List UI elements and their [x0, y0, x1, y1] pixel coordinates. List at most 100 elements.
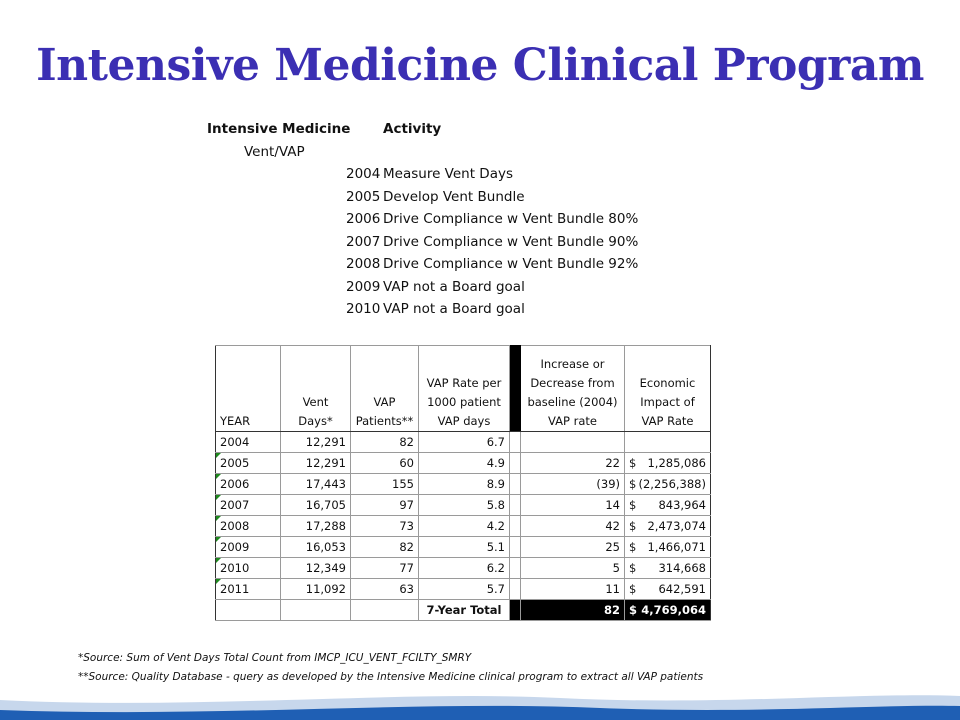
table-header-row: YEAR Vent Days* VAP Patients** VAP Rate pe…: [215, 345, 711, 432]
table-row: 2010 12,349 77 6.2 5 $314,668: [215, 557, 711, 579]
currency-value: 2,473,074: [647, 519, 706, 533]
cell-spacer: [509, 578, 521, 600]
cell-economic-impact: [624, 431, 711, 453]
cell-economic-impact: $1,466,071: [624, 536, 711, 558]
cell-economic-impact: $642,591: [624, 578, 711, 600]
table-row: 2006 17,443 155 8.9 (39) $ (2,256,388): [215, 473, 711, 495]
currency-value: 314,668: [658, 561, 706, 575]
cell-vent-days: 12,349: [280, 557, 351, 579]
currency-sign: $: [629, 519, 637, 533]
footer-wave-decoration: [0, 695, 960, 720]
green-triangle-icon: [216, 579, 221, 584]
cell-spacer: [509, 536, 521, 558]
activity-text: VAP not a Board goal: [383, 278, 525, 295]
activity-header-program: Intensive Medicine: [207, 121, 351, 137]
currency-value: 642,591: [658, 582, 706, 596]
cell-increase: 22: [520, 452, 625, 474]
cell-vap-rate: 6.7: [418, 431, 510, 453]
cell-year: 2007: [215, 494, 281, 516]
green-triangle-icon: [216, 495, 221, 500]
footnote-1: *Source: Sum of Vent Days Total Count fr…: [78, 652, 472, 664]
currency-sign: $: [629, 582, 637, 596]
header-vap-rate: VAP Rate per 1000 patient VAP days: [418, 345, 510, 432]
activity-text: Measure Vent Days: [383, 166, 513, 182]
table-row: 2009 16,053 82 5.1 25 $1,466,071: [215, 536, 711, 558]
activity-header-activity: Activity: [383, 121, 442, 137]
cell-vent-days: 16,053: [280, 536, 351, 558]
currency-value: 4,769,064: [641, 603, 706, 617]
cell-increase: 5: [520, 557, 625, 579]
currency-sign: $: [629, 561, 637, 575]
currency-value: (2,256,388): [638, 477, 706, 491]
cell-increase: 25: [520, 536, 625, 558]
slide-title: Intensive Medicine Clinical Program: [36, 40, 924, 91]
cell-year-text: 2004: [220, 435, 250, 449]
activity-year: 2006: [346, 211, 381, 227]
cell-economic-impact: $1,285,086: [624, 452, 711, 474]
cell-vap-rate: 8.9: [418, 473, 510, 495]
cell-spacer: [509, 515, 521, 537]
cell-year-text: 2008: [220, 519, 250, 533]
cell-spacer: [509, 494, 521, 516]
green-triangle-icon: [216, 453, 221, 458]
header-separator: [509, 345, 521, 432]
cell-empty: [280, 599, 351, 621]
cell-year-text: 2005: [220, 456, 250, 470]
cell-empty: [215, 599, 281, 621]
activity-year: 2005: [346, 188, 381, 205]
table-row: 2011 11,092 63 5.7 11 $642,591: [215, 578, 711, 600]
cell-increase: 11: [520, 578, 625, 600]
cell-year: 2006: [215, 473, 281, 495]
cell-vap-patients: 77: [350, 557, 419, 579]
cell-vap-rate: 5.7: [418, 578, 510, 600]
cell-vent-days: 12,291: [280, 431, 351, 453]
cell-vap-patients: 60: [350, 452, 419, 474]
cell-year-text: 2006: [220, 477, 250, 491]
green-triangle-icon: [216, 516, 221, 521]
currency-sign: $: [629, 477, 637, 491]
cell-economic-impact: $2,473,074: [624, 515, 711, 537]
green-triangle-icon: [216, 474, 221, 479]
cell-increase: 42: [520, 515, 625, 537]
header-vent-days: Vent Days*: [280, 345, 351, 432]
cell-vent-days: 12,291: [280, 452, 351, 474]
table-row: 2004 12,291 82 6.7: [215, 431, 711, 453]
footnote-2: **Source: Quality Database - query as de…: [78, 671, 704, 683]
cell-year-text: 2007: [220, 498, 250, 512]
activity-year: 2007: [346, 233, 381, 250]
activity-text: Drive Compliance w Vent Bundle 90%: [383, 233, 639, 250]
cell-vap-patients: 97: [350, 494, 419, 516]
cell-vent-days: 17,443: [280, 473, 351, 495]
green-triangle-icon: [216, 558, 221, 563]
cell-vap-rate: 4.2: [418, 515, 510, 537]
cell-vap-patients: 63: [350, 578, 419, 600]
cell-economic-impact: $ (2,256,388): [624, 473, 711, 495]
green-triangle-icon: [216, 537, 221, 542]
cell-year-text: 2009: [220, 540, 250, 554]
cell-vent-days: 17,288: [280, 515, 351, 537]
header-economic-impact: Economic Impact of VAP Rate: [624, 345, 711, 432]
cell-year: 2004: [215, 431, 281, 453]
activity-year: 2004: [346, 166, 381, 182]
cell-vap-patients: 155: [350, 473, 419, 495]
currency-sign: $: [629, 456, 637, 470]
table-row: 2008 17,288 73 4.2 42 $2,473,074: [215, 515, 711, 537]
total-spacer: [509, 599, 521, 621]
table-total-row: 7-Year Total 82 $4,769,064: [215, 599, 711, 621]
cell-vent-days: 11,092: [280, 578, 351, 600]
currency-sign: $: [629, 603, 638, 617]
currency-sign: $: [629, 540, 637, 554]
cell-vap-patients: 82: [350, 536, 419, 558]
activity-program-name: Vent/VAP: [244, 144, 305, 160]
total-label: 7-Year Total: [418, 599, 510, 621]
cell-increase: 14: [520, 494, 625, 516]
total-economic-impact: $4,769,064: [624, 599, 711, 621]
cell-year: 2008: [215, 515, 281, 537]
table-row: 2005 12,291 60 4.9 22 $1,285,086: [215, 452, 711, 474]
header-increase: Increase or Decrease from baseline (2004) V…: [520, 345, 625, 432]
currency-value: 1,285,086: [647, 456, 706, 470]
table-row: 2007 16,705 97 5.8 14 $843,964: [215, 494, 711, 516]
cell-year: 2005: [215, 452, 281, 474]
activity-year: 2008: [346, 256, 381, 272]
cell-year: 2011: [215, 578, 281, 600]
